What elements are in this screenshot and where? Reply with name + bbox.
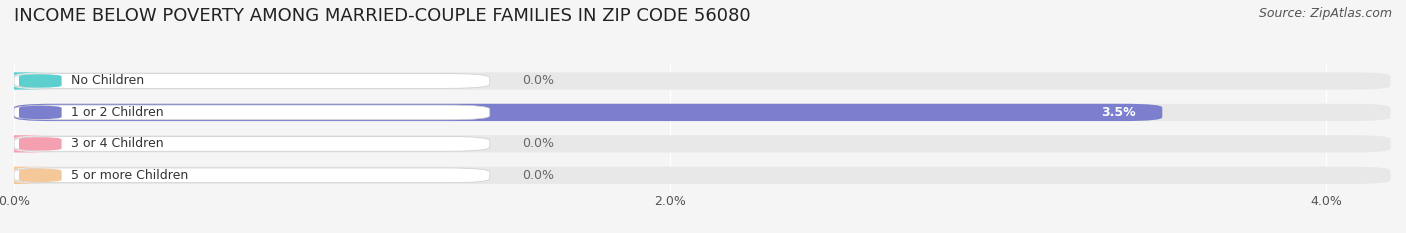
FancyBboxPatch shape <box>14 135 1391 153</box>
FancyBboxPatch shape <box>14 104 1391 121</box>
FancyBboxPatch shape <box>14 104 1163 121</box>
Text: 0.0%: 0.0% <box>523 169 554 182</box>
FancyBboxPatch shape <box>0 167 53 184</box>
FancyBboxPatch shape <box>20 137 62 151</box>
FancyBboxPatch shape <box>0 72 53 90</box>
FancyBboxPatch shape <box>14 74 489 88</box>
FancyBboxPatch shape <box>20 169 62 182</box>
Text: 3 or 4 Children: 3 or 4 Children <box>72 137 165 150</box>
Text: 3.5%: 3.5% <box>1101 106 1136 119</box>
FancyBboxPatch shape <box>14 167 1391 184</box>
FancyBboxPatch shape <box>14 168 489 183</box>
Text: 0.0%: 0.0% <box>523 75 554 87</box>
FancyBboxPatch shape <box>20 74 62 88</box>
Text: 0.0%: 0.0% <box>523 137 554 150</box>
FancyBboxPatch shape <box>14 137 489 151</box>
Text: Source: ZipAtlas.com: Source: ZipAtlas.com <box>1258 7 1392 20</box>
FancyBboxPatch shape <box>14 72 1391 90</box>
Text: 1 or 2 Children: 1 or 2 Children <box>72 106 165 119</box>
Text: 5 or more Children: 5 or more Children <box>72 169 188 182</box>
FancyBboxPatch shape <box>0 135 53 153</box>
FancyBboxPatch shape <box>20 106 62 119</box>
Text: No Children: No Children <box>72 75 145 87</box>
Text: INCOME BELOW POVERTY AMONG MARRIED-COUPLE FAMILIES IN ZIP CODE 56080: INCOME BELOW POVERTY AMONG MARRIED-COUPL… <box>14 7 751 25</box>
FancyBboxPatch shape <box>14 105 489 120</box>
